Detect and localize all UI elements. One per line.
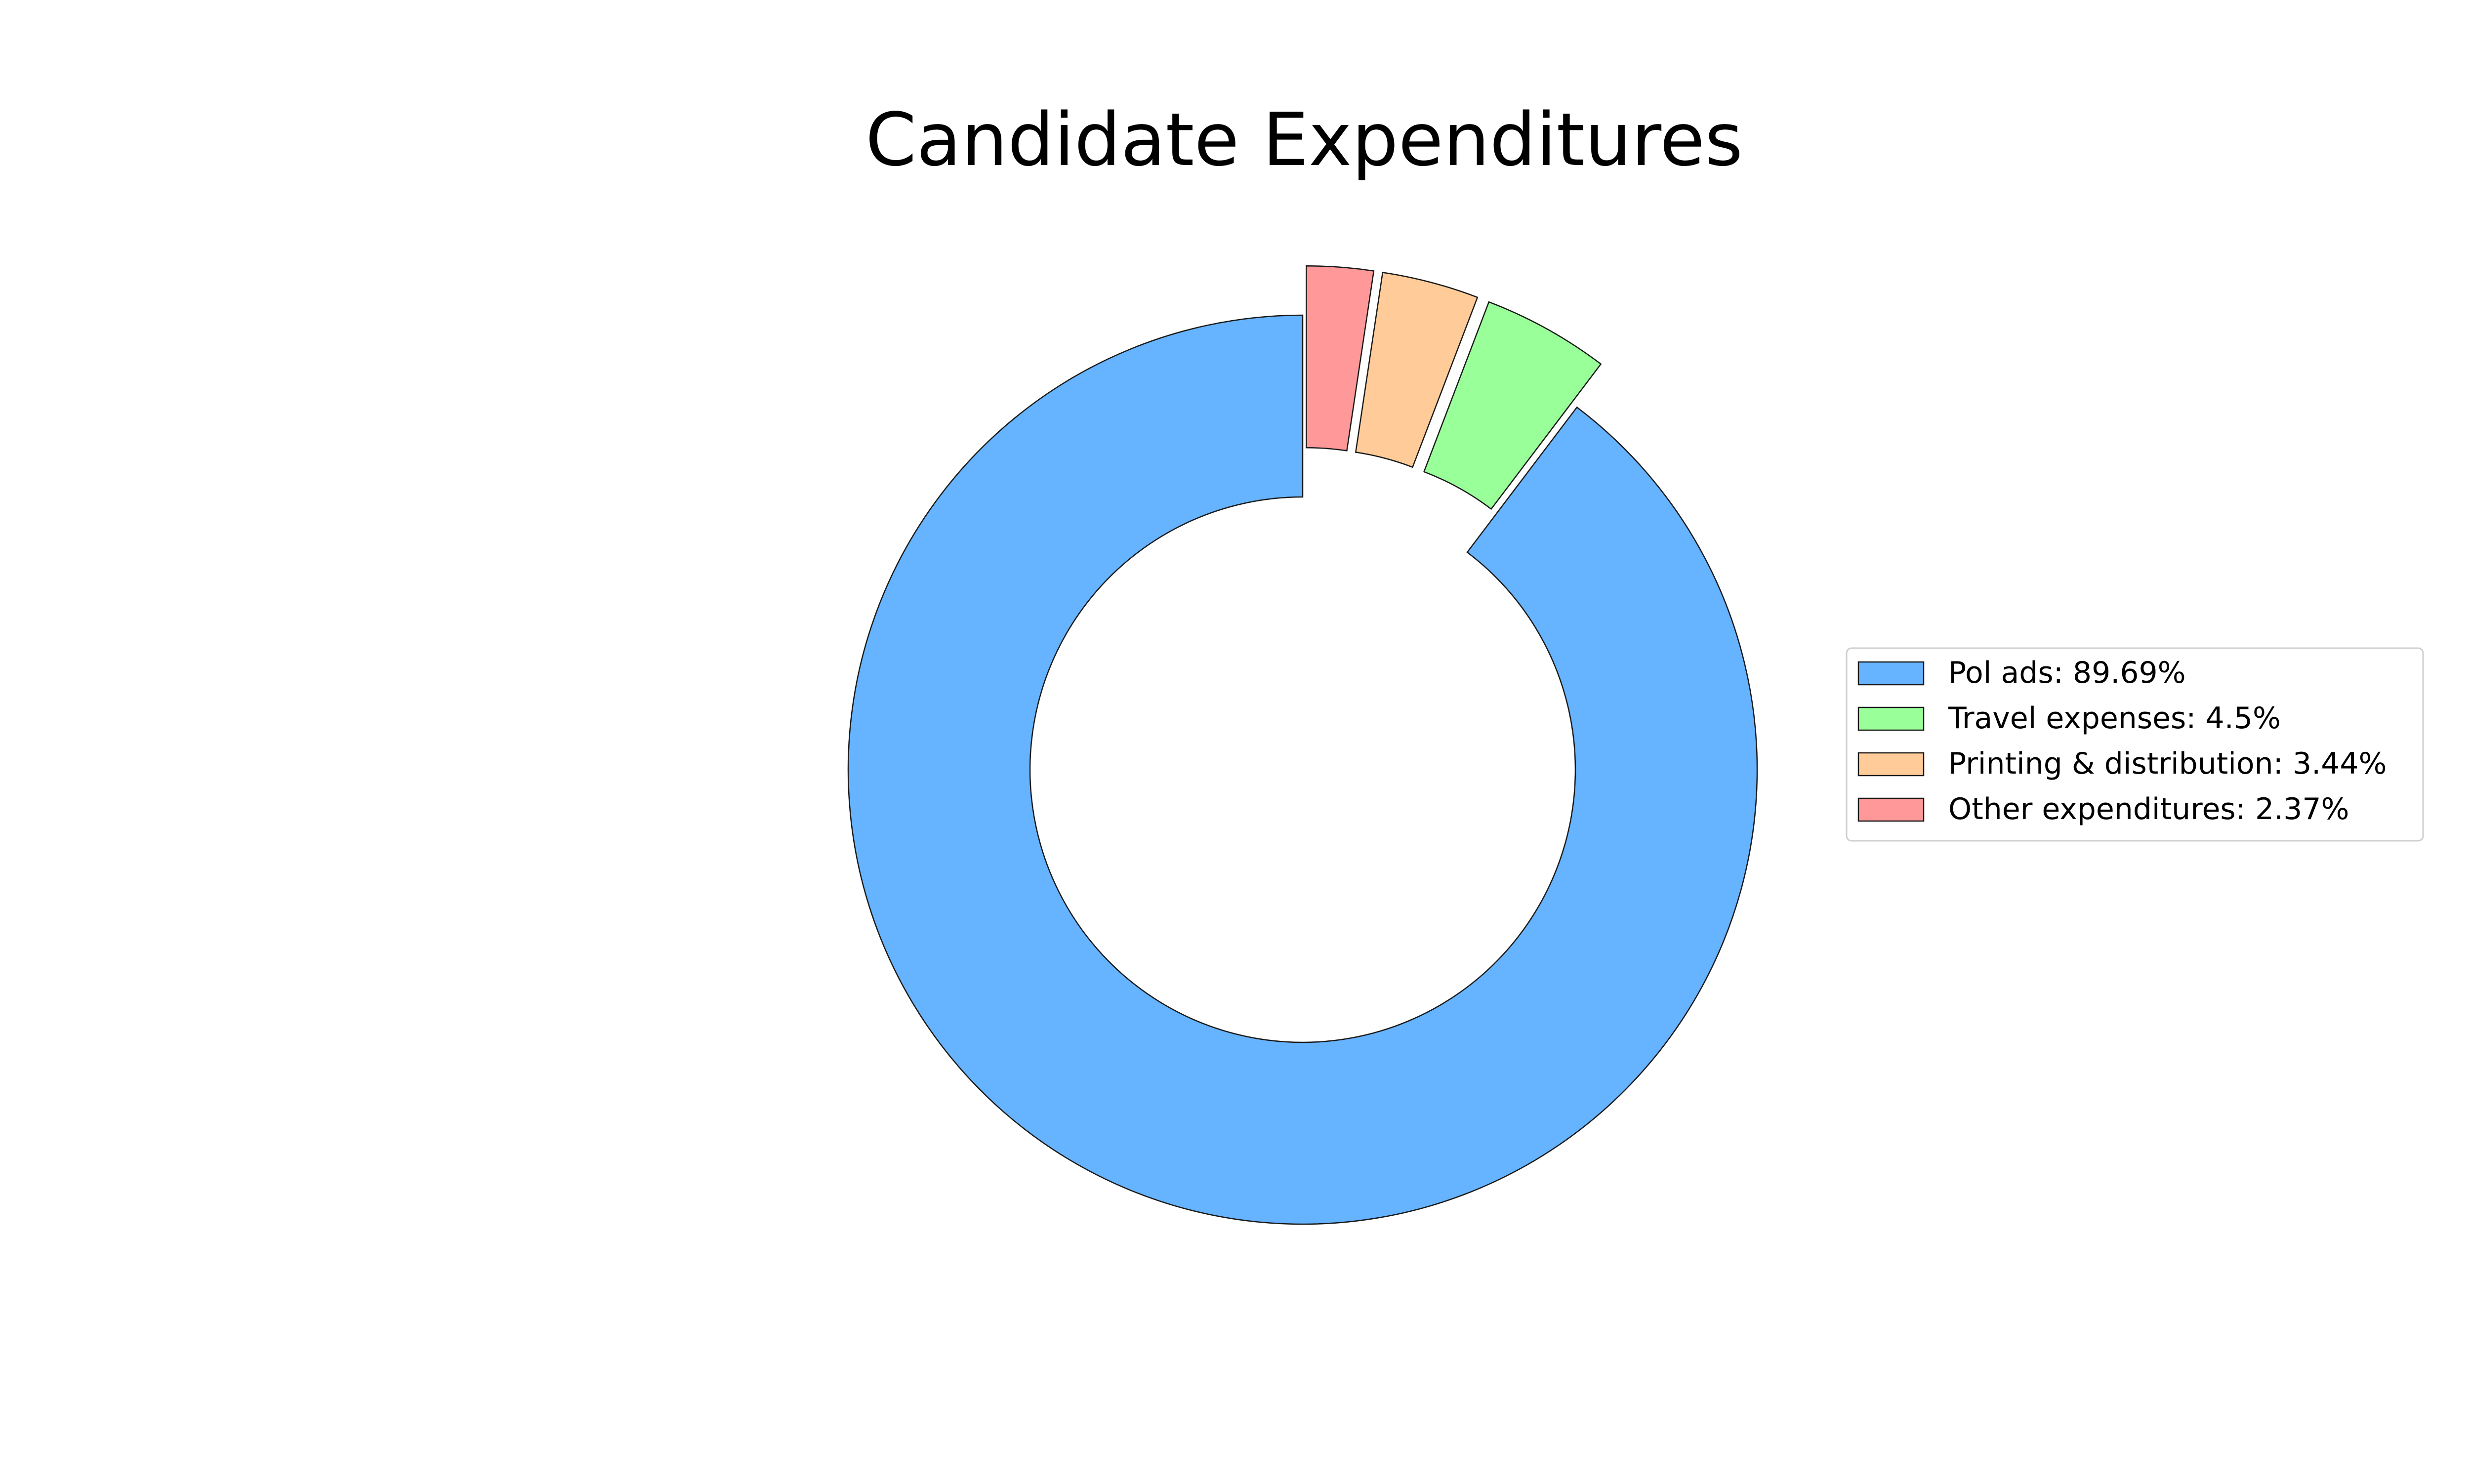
legend-swatch-printing-and-distribution (1857, 752, 1925, 777)
chart-title: Candidate Expenditures (865, 97, 1743, 182)
legend-label-pol-ads: Pol ads: 89.69% (1948, 656, 2186, 690)
legend-swatch-pol-ads (1857, 661, 1925, 686)
legend-label-travel-expenses: Travel expenses: 4.5% (1948, 701, 2281, 736)
legend: Pol ads: 89.69% Travel expenses: 4.5% Prin… (1846, 647, 2424, 842)
legend-swatch-other-expenditures (1857, 797, 1925, 822)
slice-travel-expenses (1423, 301, 1602, 510)
slice-other-expenditures (1306, 265, 1375, 452)
legend-frame (1846, 647, 2424, 842)
pie-slices (847, 265, 1758, 1225)
slice-printing-and-distribution (1355, 272, 1479, 468)
legend-label-other-expenditures: Other expenditures: 2.37% (1948, 792, 2349, 826)
slice-pol-ads (847, 314, 1758, 1225)
legend-swatch-travel-expenses (1857, 706, 1925, 731)
legend-label-printing-and-distribution: Printing & distribution: 3.44% (1948, 746, 2387, 781)
